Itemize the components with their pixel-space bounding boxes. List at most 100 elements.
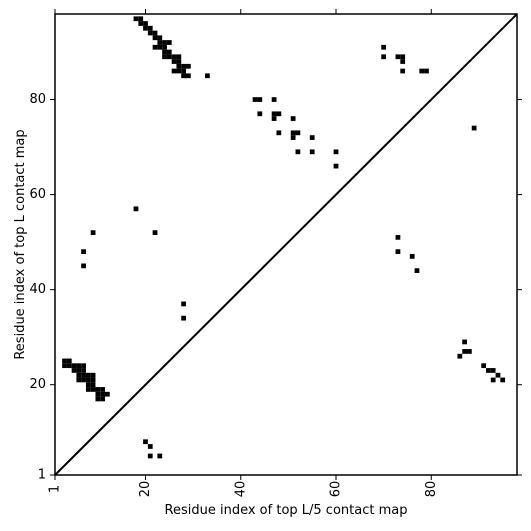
contact-cell-upper	[424, 68, 429, 74]
x-tick-label: 40	[233, 481, 248, 498]
contact-cell-upper	[271, 116, 277, 121]
contact-cell-upper	[176, 54, 182, 60]
contact-cell-upper	[166, 54, 172, 60]
contact-cell-upper	[290, 116, 296, 121]
plot-frame	[54, 13, 518, 476]
contact-cell-lower	[85, 372, 91, 378]
contact-cell-upper	[400, 54, 406, 60]
contact-cell-lower	[462, 349, 467, 354]
contact-cell-lower	[81, 368, 86, 373]
contact-cell-upper	[295, 149, 301, 155]
contact-cell-lower	[90, 372, 96, 378]
contact-cell-upper	[309, 149, 315, 155]
contact-cell-upper	[143, 21, 148, 26]
contact-cell-upper	[176, 63, 182, 69]
contact-cell-upper	[147, 25, 153, 31]
contact-cell-upper	[185, 63, 191, 69]
contact-cell-lower	[62, 363, 67, 369]
contact-cell-lower	[490, 368, 496, 373]
y-tick-label: 60	[29, 187, 46, 202]
contact-cell-upper	[400, 59, 406, 64]
contact-cell-upper	[333, 163, 339, 169]
diagonal-line	[54, 13, 518, 476]
contact-cell-upper	[333, 149, 339, 155]
contact-cell-upper	[171, 59, 177, 64]
contact-cell-upper	[471, 125, 477, 131]
contact-cell-upper	[185, 73, 191, 79]
contact-cell-upper	[276, 111, 282, 117]
contact-cell-upper	[290, 135, 296, 140]
contact-cell-upper	[252, 97, 258, 102]
contact-cell-upper	[381, 54, 387, 60]
contact-cell-upper	[295, 130, 301, 136]
x-tick-label: 80	[424, 481, 439, 498]
contact-cell-lower	[95, 387, 101, 392]
contact-cell-upper	[176, 68, 182, 74]
contact-cell-upper	[90, 230, 96, 235]
contact-cell-lower	[81, 377, 86, 383]
contact-cell-upper	[181, 301, 186, 307]
contact-cell-upper	[171, 68, 177, 74]
contact-cell-lower	[95, 396, 101, 402]
contact-cell-lower	[66, 358, 72, 364]
contact-cell-upper	[157, 44, 163, 50]
contact-cell-lower	[90, 382, 96, 388]
y-tick-label: 20	[29, 377, 46, 392]
contact-cell-lower	[95, 391, 101, 397]
y-tick-label: 80	[29, 92, 46, 107]
contact-cell-lower	[76, 363, 82, 369]
contact-cell-upper	[276, 130, 282, 136]
contact-cell-upper	[157, 35, 163, 41]
x-tick-label: 60	[329, 481, 344, 498]
contact-cell-lower	[466, 349, 472, 354]
contact-cell-lower	[81, 372, 86, 378]
contact-cell-upper	[271, 111, 277, 117]
contact-cell-lower	[62, 358, 67, 364]
y-tick-label: 1	[38, 468, 46, 483]
y-tick-label: 40	[29, 282, 46, 297]
contact-cell-upper	[400, 68, 406, 74]
contact-cell-lower	[90, 377, 96, 383]
contact-cell-lower	[76, 368, 82, 373]
contact-cell-upper	[181, 68, 186, 74]
contact-cell-lower	[76, 377, 82, 383]
x-tick-label: 1	[48, 485, 63, 493]
contact-cell-upper	[152, 30, 158, 36]
contact-cell-lower	[495, 372, 501, 378]
contact-cell-upper	[152, 44, 158, 50]
contact-cell-upper	[257, 111, 263, 117]
contact-cell-upper	[171, 54, 177, 60]
contact-cell-upper	[395, 234, 401, 240]
y-axis-ticks: 1 20 40 60 80	[29, 92, 522, 483]
contact-cell-lower	[481, 363, 487, 369]
contact-cell-lower	[457, 353, 463, 359]
contact-cell-upper	[162, 54, 167, 60]
contact-cell-lower	[486, 368, 491, 373]
contact-cell-lower	[100, 396, 106, 402]
x-axis-ticks: 1 20 40 60 80	[48, 9, 439, 497]
contact-cell-upper	[147, 30, 153, 36]
contact-cell-upper	[133, 16, 139, 22]
contact-cell-lower	[500, 377, 506, 383]
contact-cell-lower	[85, 387, 91, 392]
contact-cell-lower	[462, 339, 467, 345]
contact-cell-upper	[162, 40, 167, 45]
contact-cell-lower	[85, 377, 91, 383]
contact-cell-upper	[166, 40, 172, 45]
contact-cell-upper	[309, 135, 315, 140]
contact-cell-lower	[490, 377, 496, 383]
contact-cell-upper	[290, 130, 296, 136]
contact-cell-lower	[147, 444, 153, 449]
contact-cell-upper	[138, 16, 144, 22]
contact-cell-lower	[143, 439, 148, 445]
contact-cell-upper	[395, 249, 401, 254]
contact-cell-upper	[162, 49, 167, 55]
contact-cell-upper	[181, 73, 186, 79]
contact-cell-upper	[181, 63, 186, 69]
contact-cell-lower	[100, 387, 106, 392]
contact-cell-lower	[71, 368, 77, 373]
contact-cell-upper	[162, 44, 167, 50]
contact-cell-upper	[181, 315, 186, 321]
contact-cell-upper	[143, 25, 148, 31]
contact-cell-lower	[147, 453, 153, 459]
